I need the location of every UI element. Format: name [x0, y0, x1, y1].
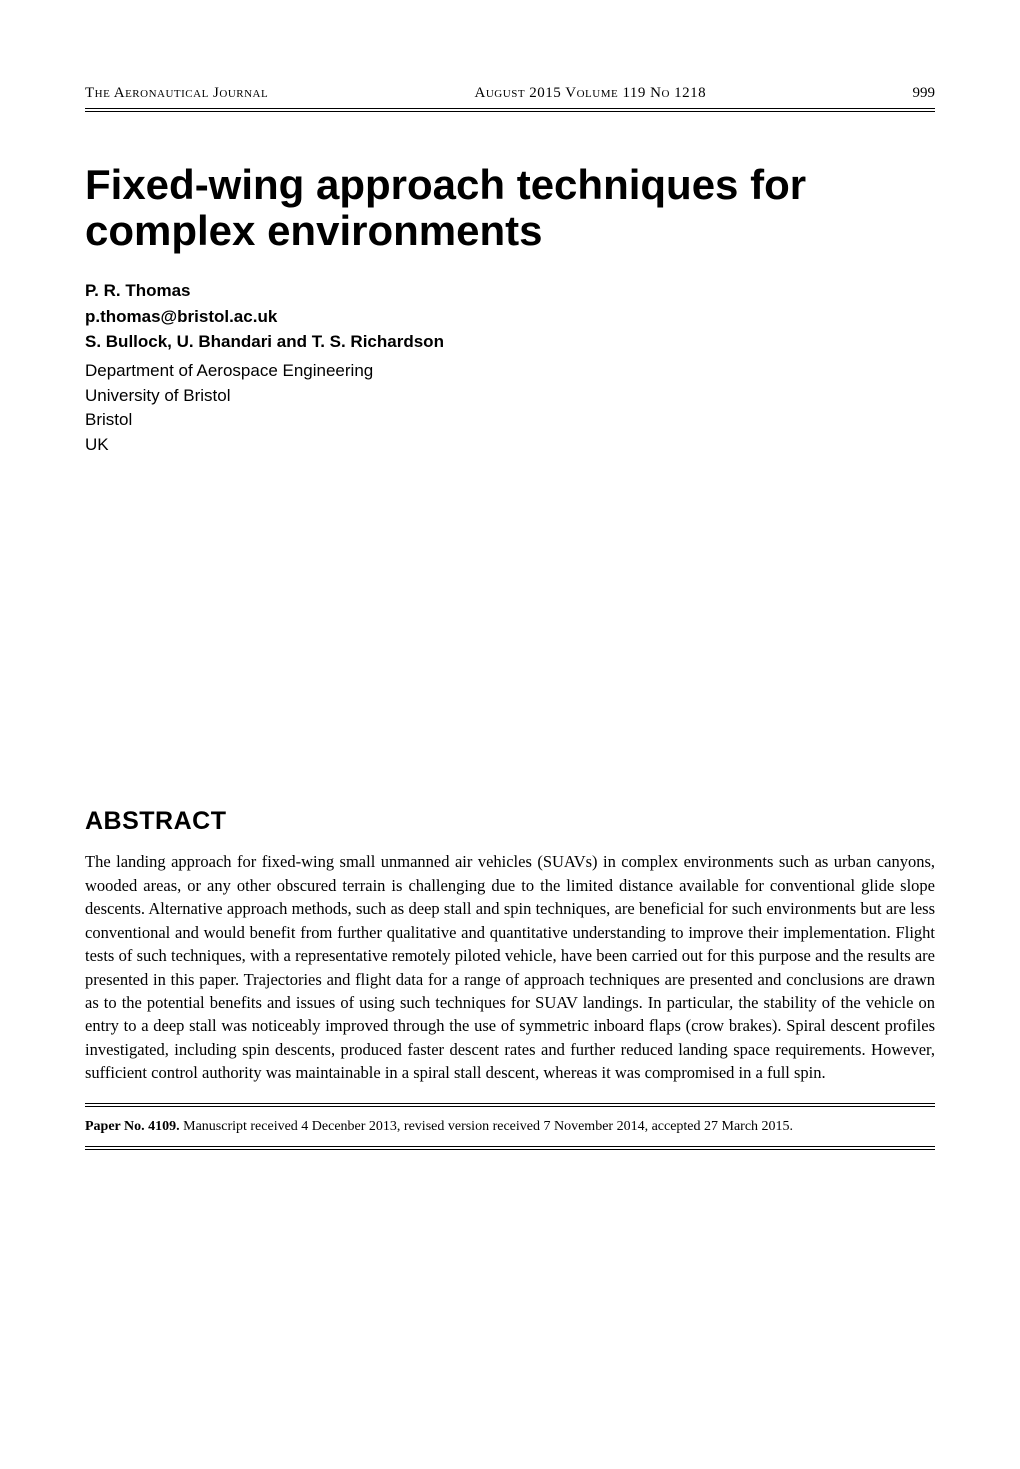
affiliation-line: Bristol — [85, 408, 935, 433]
affiliation-line: Department of Aerospace Engineering — [85, 359, 935, 384]
footer-content: Paper No. 4109. Manuscript received 4 De… — [85, 1106, 935, 1147]
abstract-body: The landing approach for fixed-wing smal… — [85, 850, 935, 1084]
paper-title: Fixed-wing approach techniques for compl… — [85, 162, 935, 254]
header-rule — [85, 111, 935, 112]
coauthors: S. Bullock, U. Bhandari and T. S. Richar… — [85, 329, 935, 355]
affiliation-line: University of Bristol — [85, 384, 935, 409]
primary-author-name: P. R. Thomas — [85, 278, 935, 304]
affiliation-line: UK — [85, 433, 935, 458]
primary-author-email: p.thomas@bristol.ac.uk — [85, 304, 935, 330]
paper-info: Paper No. 4109. Manuscript received 4 De… — [85, 1119, 793, 1134]
page-number: 999 — [912, 85, 935, 102]
footer-rule-bottom — [85, 1146, 935, 1150]
author-block: P. R. Thomas p.thomas@bristol.ac.uk S. B… — [85, 278, 935, 355]
issue-info: August 2015 Volume 119 No 1218 — [475, 85, 707, 102]
journal-name: The Aeronautical Journal — [85, 85, 268, 102]
footer-rule-top — [85, 1103, 935, 1104]
affiliation-block: Department of Aerospace Engineering Univ… — [85, 359, 935, 458]
abstract-heading: ABSTRACT — [85, 807, 935, 836]
paper-no-label: Paper No. 4109. — [85, 1119, 180, 1134]
running-header: The Aeronautical Journal August 2015 Vol… — [85, 85, 935, 109]
paper-manuscript-info: Manuscript received 4 Decenber 2013, rev… — [180, 1119, 793, 1134]
